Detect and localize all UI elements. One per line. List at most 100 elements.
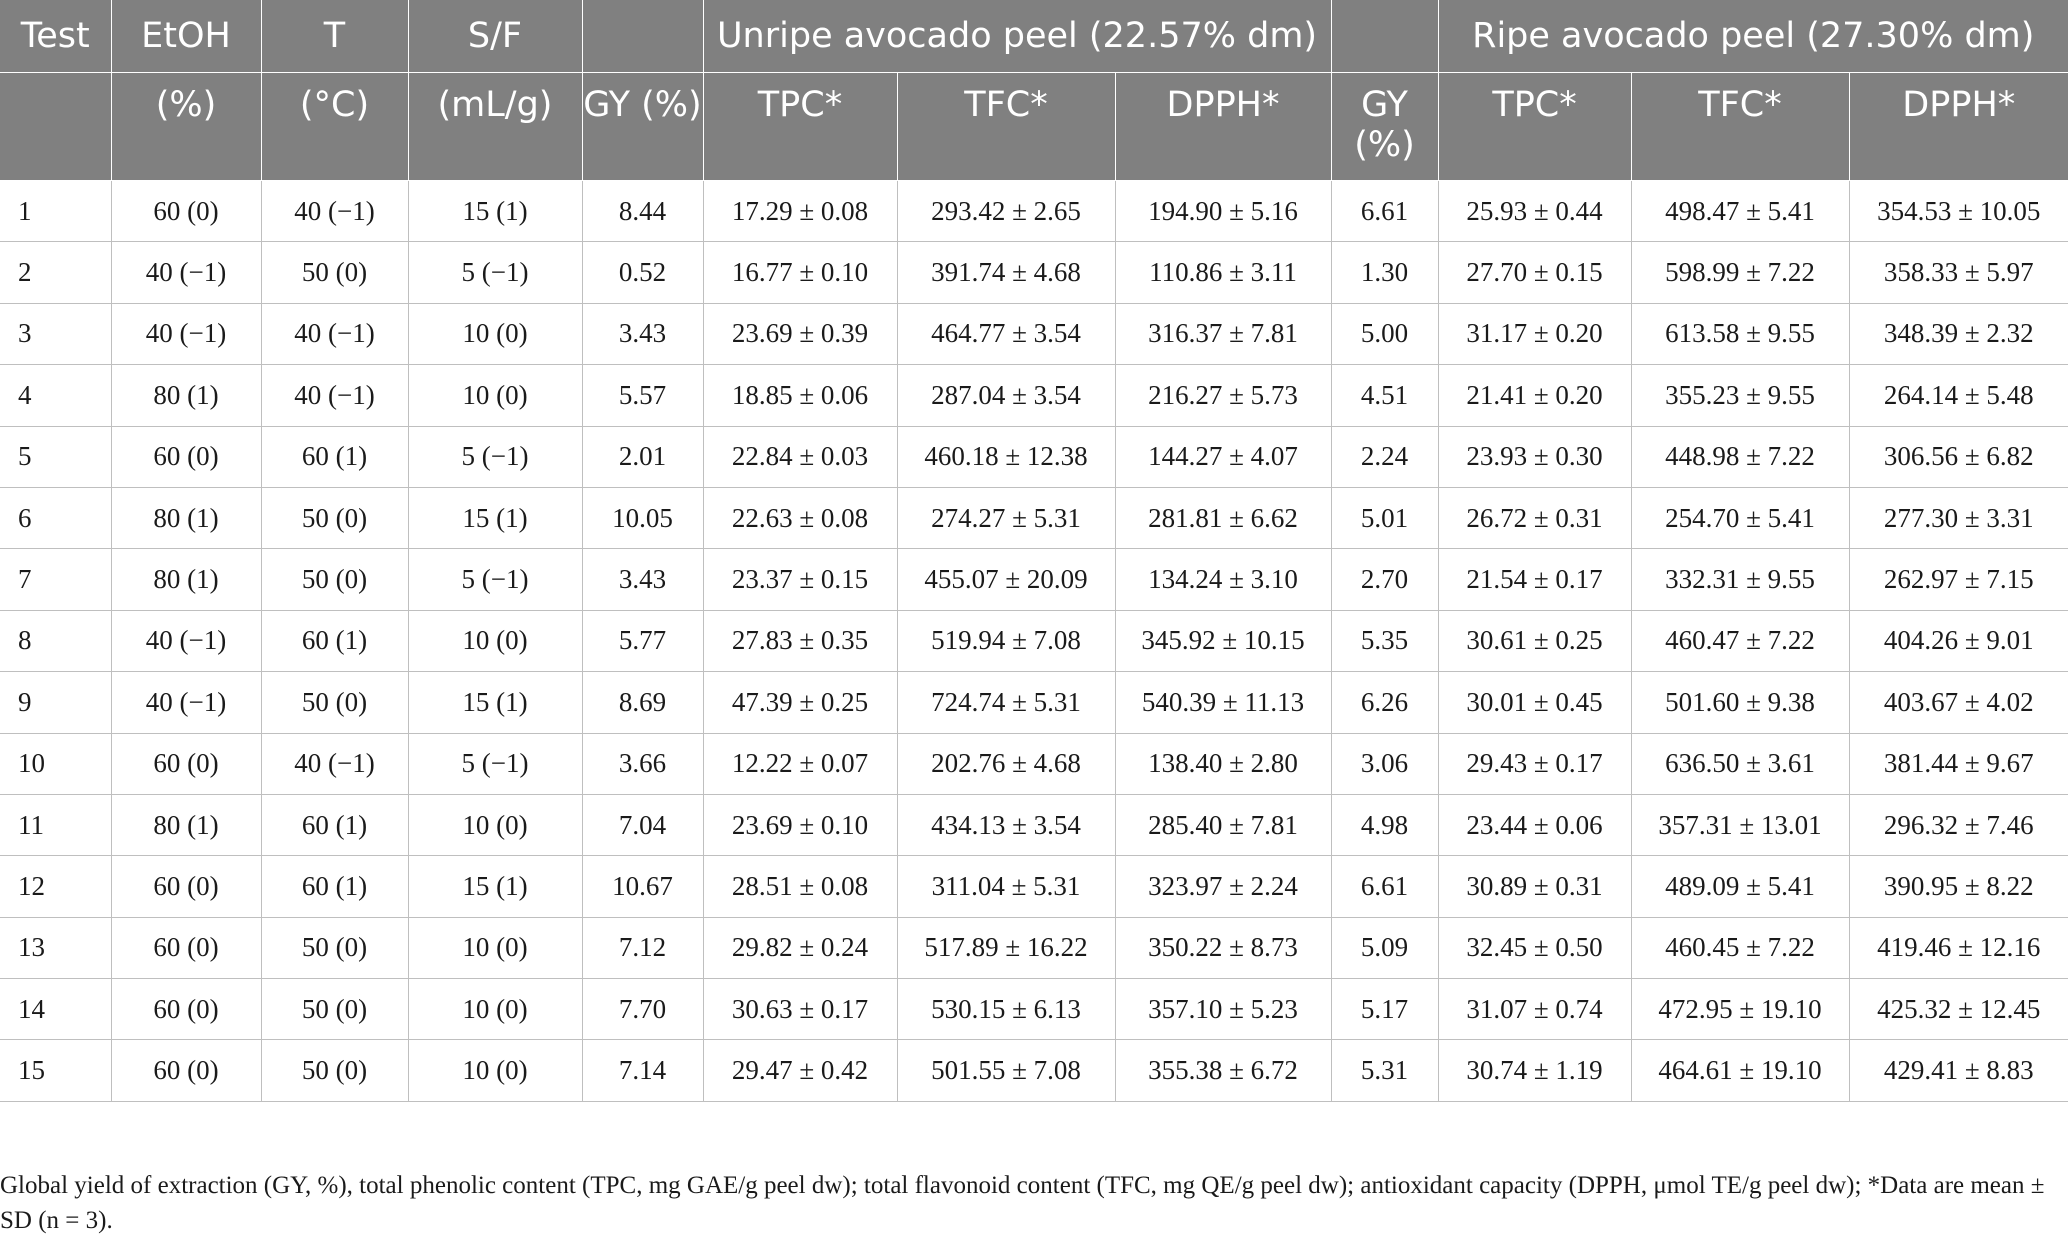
cell-test: 14: [0, 978, 112, 1041]
cell-ripe-tfc: 254.70 ± 5.41: [1631, 487, 1850, 550]
cell-ripe-tfc: 613.58 ± 9.55: [1631, 303, 1850, 366]
cell-solvent-feed: 5 (−1): [408, 426, 583, 488]
cell-unripe-tfc: 724.74 ± 5.31: [897, 671, 1116, 734]
cell-unripe-tfc: 287.04 ± 3.54: [897, 364, 1116, 427]
cell-unripe-tfc: 464.77 ± 3.54: [897, 303, 1116, 366]
cell-temperature: 50 (0): [261, 671, 409, 734]
cell-unripe-gy: 10.67: [582, 855, 704, 918]
cell-ripe-tpc: 21.54 ± 0.17: [1438, 548, 1632, 611]
header-ripe-dpph: DPPH*: [1849, 72, 2068, 181]
cell-unripe-tpc: 22.84 ± 0.03: [703, 426, 898, 488]
cell-solvent-feed: 10 (0): [408, 303, 583, 366]
header-unripe-tfc: TFC*: [897, 72, 1116, 181]
cell-unripe-dpph: 350.22 ± 8.73: [1115, 917, 1332, 980]
cell-ripe-tfc: 332.31 ± 9.55: [1631, 548, 1850, 611]
cell-etoh: 40 (−1): [111, 610, 262, 673]
cell-test: 5: [0, 426, 112, 488]
cell-unripe-tfc: 434.13 ± 3.54: [897, 794, 1116, 857]
header-ripe-tpc: TPC*: [1438, 72, 1632, 181]
cell-test: 13: [0, 917, 112, 980]
cell-unripe-tfc: 455.07 ± 20.09: [897, 548, 1116, 611]
cell-solvent-feed: 10 (0): [408, 917, 583, 980]
cell-etoh: 40 (−1): [111, 671, 262, 734]
cell-ripe-dpph: 348.39 ± 2.32: [1849, 303, 2068, 366]
cell-unripe-tpc: 16.77 ± 0.10: [703, 241, 898, 304]
cell-unripe-tfc: 274.27 ± 5.31: [897, 487, 1116, 550]
cell-test: 1: [0, 180, 112, 243]
cell-unripe-tpc: 23.69 ± 0.10: [703, 794, 898, 857]
cell-test: 6: [0, 487, 112, 550]
table-header: Test EtOH T S/F Unripe avocado peel (22.…: [0, 0, 2068, 181]
cell-temperature: 40 (−1): [261, 303, 409, 366]
cell-ripe-dpph: 390.95 ± 8.22: [1849, 855, 2068, 918]
cell-etoh: 80 (1): [111, 548, 262, 611]
table-row: 1 60 (0) 40 (−1) 15 (1) 8.44 17.29 ± 0.08 293.…: [0, 180, 2068, 243]
cell-unripe-tfc: 293.42 ± 2.65: [897, 180, 1116, 243]
cell-unripe-gy: 7.70: [582, 978, 704, 1041]
cell-temperature: 50 (0): [261, 487, 409, 550]
cell-ripe-tpc: 26.72 ± 0.31: [1438, 487, 1632, 550]
cell-etoh: 60 (0): [111, 917, 262, 980]
cell-test: 8: [0, 610, 112, 673]
cell-unripe-dpph: 144.27 ± 4.07: [1115, 426, 1332, 488]
cell-ripe-tfc: 598.99 ± 7.22: [1631, 241, 1850, 304]
cell-unripe-tfc: 391.74 ± 4.68: [897, 241, 1116, 304]
cell-etoh: 60 (0): [111, 978, 262, 1041]
cell-solvent-feed: 10 (0): [408, 794, 583, 857]
cell-unripe-dpph: 285.40 ± 7.81: [1115, 794, 1332, 857]
header-test-blank: [0, 72, 112, 181]
cell-ripe-gy: 5.17: [1331, 978, 1439, 1041]
cell-ripe-tpc: 23.93 ± 0.30: [1438, 426, 1632, 488]
cell-test: 15: [0, 1039, 112, 1102]
cell-ripe-gy: 6.26: [1331, 671, 1439, 734]
cell-temperature: 60 (1): [261, 610, 409, 673]
cell-ripe-tfc: 489.09 ± 5.41: [1631, 855, 1850, 918]
cell-temperature: 50 (0): [261, 241, 409, 304]
table-body: 1 60 (0) 40 (−1) 15 (1) 8.44 17.29 ± 0.08 293.…: [0, 180, 2068, 1102]
cell-unripe-gy: 5.57: [582, 364, 704, 427]
cell-unripe-tfc: 202.76 ± 4.68: [897, 733, 1116, 795]
cell-unripe-tpc: 12.22 ± 0.07: [703, 733, 898, 795]
header-blank-ripe: [1331, 0, 1439, 73]
cell-unripe-dpph: 357.10 ± 5.23: [1115, 978, 1332, 1041]
cell-ripe-dpph: 429.41 ± 8.83: [1849, 1039, 2068, 1102]
cell-unripe-tpc: 23.37 ± 0.15: [703, 548, 898, 611]
header-ripe-group: Ripe avocado peel (27.30% dm): [1438, 0, 2068, 73]
cell-temperature: 50 (0): [261, 917, 409, 980]
header-test: Test: [0, 0, 112, 73]
header-ripe-tfc: TFC*: [1631, 72, 1850, 181]
cell-ripe-tpc: 31.17 ± 0.20: [1438, 303, 1632, 366]
cell-temperature: 40 (−1): [261, 733, 409, 795]
header-ripe-gy: GY (%): [1331, 72, 1439, 181]
header-unripe-dpph: DPPH*: [1115, 72, 1332, 181]
cell-unripe-dpph: 355.38 ± 6.72: [1115, 1039, 1332, 1102]
cell-ripe-tfc: 357.31 ± 13.01: [1631, 794, 1850, 857]
table-row: 13 60 (0) 50 (0) 10 (0) 7.12 29.82 ± 0.24 517.…: [0, 917, 2068, 980]
cell-ripe-tpc: 30.74 ± 1.19: [1438, 1039, 1632, 1102]
cell-unripe-gy: 3.43: [582, 303, 704, 366]
cell-ripe-tfc: 355.23 ± 9.55: [1631, 364, 1850, 427]
cell-ripe-tpc: 25.93 ± 0.44: [1438, 180, 1632, 243]
table-row: 8 40 (−1) 60 (1) 10 (0) 5.77 27.83 ± 0.35 519.…: [0, 610, 2068, 673]
table-row: 9 40 (−1) 50 (0) 15 (1) 8.69 47.39 ± 0.25 724.…: [0, 671, 2068, 734]
header-unripe-tpc: TPC*: [703, 72, 898, 181]
cell-ripe-dpph: 306.56 ± 6.82: [1849, 426, 2068, 488]
cell-ripe-dpph: 296.32 ± 7.46: [1849, 794, 2068, 857]
cell-ripe-tpc: 29.43 ± 0.17: [1438, 733, 1632, 795]
cell-unripe-tpc: 27.83 ± 0.35: [703, 610, 898, 673]
cell-solvent-feed: 15 (1): [408, 855, 583, 918]
cell-unripe-tpc: 47.39 ± 0.25: [703, 671, 898, 734]
cell-ripe-gy: 5.31: [1331, 1039, 1439, 1102]
cell-ripe-gy: 6.61: [1331, 180, 1439, 243]
header-blank-unripe: [582, 0, 704, 73]
table-row: 3 40 (−1) 40 (−1) 10 (0) 3.43 23.69 ± 0.39 464…: [0, 303, 2068, 366]
cell-unripe-gy: 8.69: [582, 671, 704, 734]
cell-ripe-dpph: 419.46 ± 12.16: [1849, 917, 2068, 980]
cell-ripe-dpph: 277.30 ± 3.31: [1849, 487, 2068, 550]
cell-ripe-dpph: 358.33 ± 5.97: [1849, 241, 2068, 304]
cell-ripe-gy: 3.06: [1331, 733, 1439, 795]
cell-unripe-dpph: 323.97 ± 2.24: [1115, 855, 1332, 918]
cell-etoh: 60 (0): [111, 180, 262, 243]
cell-ripe-gy: 5.09: [1331, 917, 1439, 980]
cell-unripe-gy: 10.05: [582, 487, 704, 550]
